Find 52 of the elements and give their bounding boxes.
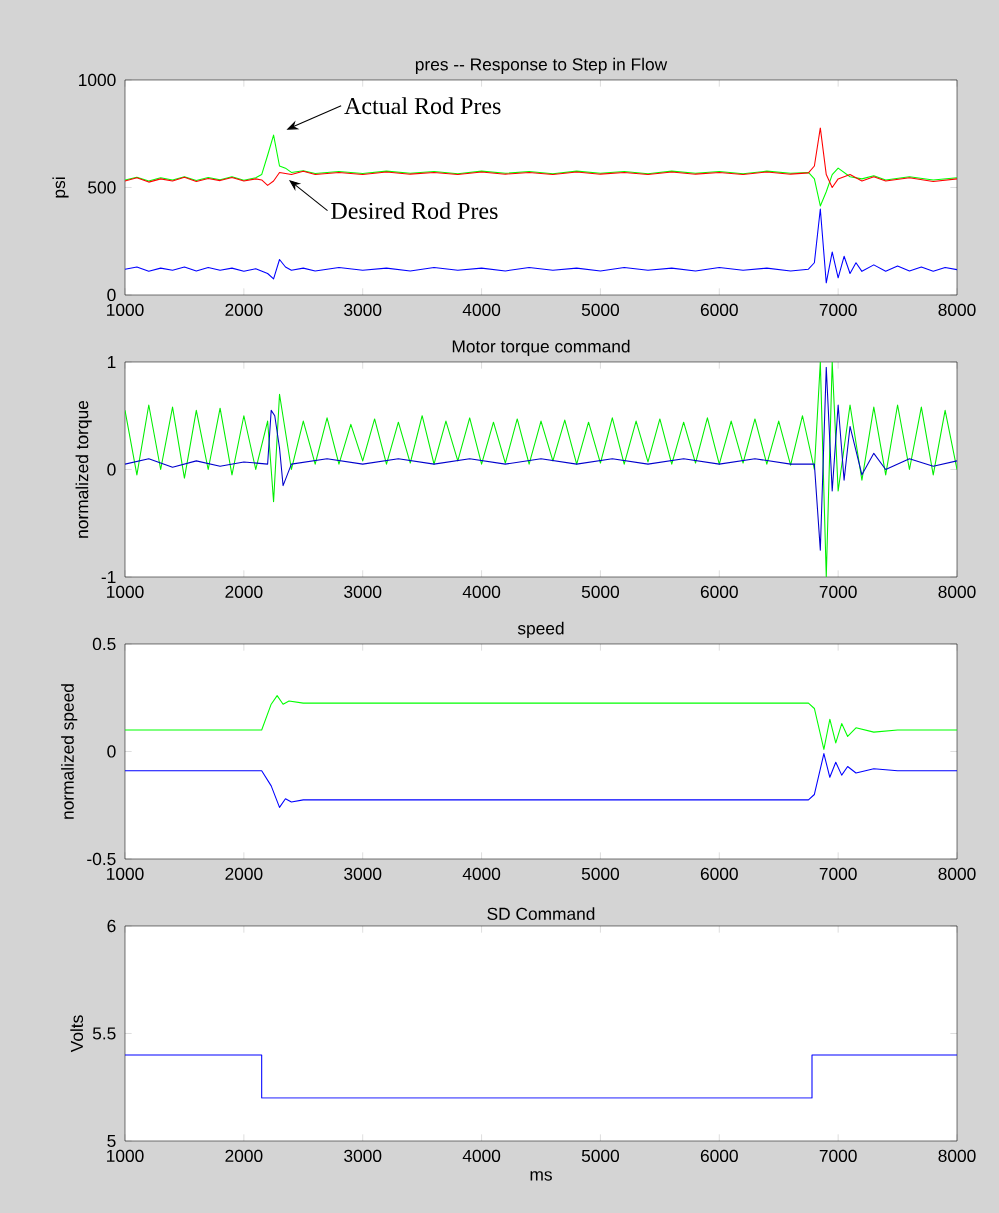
- y-tick-label: 500: [88, 181, 116, 194]
- y-axis-title: psi: [52, 177, 69, 198]
- y-tick-label: 0: [107, 745, 116, 758]
- x-tick-label: 4000: [462, 1149, 501, 1162]
- x-tick-label: 7000: [819, 1149, 857, 1162]
- y-tick-label: 1000: [79, 73, 116, 87]
- chart-title: pres -- Response to Step in Flow: [415, 57, 668, 74]
- x-tick-label: 8000: [938, 303, 976, 316]
- y-tick-label: 0: [107, 288, 116, 302]
- x-tick-label: 4000: [462, 303, 501, 316]
- x-tick-label: 5000: [581, 585, 620, 598]
- y-tick-label: 0.5: [92, 637, 116, 651]
- x-tick-label: 3000: [344, 585, 382, 598]
- y-axis-title: normalized torque: [75, 400, 92, 538]
- x-tick-label: 3000: [344, 867, 382, 880]
- chart-title: speed: [517, 621, 564, 638]
- y-tick-label: 0: [107, 463, 116, 476]
- x-tick-label: 5000: [581, 1149, 620, 1162]
- line-series: [125, 127, 957, 189]
- annotation: Desired Rod Pres: [331, 202, 498, 220]
- x-tick-label: 5000: [581, 303, 620, 316]
- y-tick-label: 5.5: [92, 1027, 116, 1040]
- x-tick-label: 4000: [462, 585, 501, 598]
- x-tick-label: 2000: [225, 303, 263, 316]
- x-tick-label: 7000: [819, 867, 857, 880]
- x-tick-label: 3000: [344, 303, 382, 316]
- y-tick-label: 5: [107, 1134, 116, 1148]
- x-tick-label: 7000: [819, 585, 857, 598]
- y-axis-title: normalized speed: [61, 684, 78, 819]
- x-tick-label: 6000: [700, 1149, 738, 1162]
- x-tick-label: 2000: [225, 867, 263, 880]
- y-tick-label: -0.5: [87, 852, 116, 866]
- x-tick-label: 8000: [938, 1149, 976, 1162]
- x-tick-label: 6000: [700, 303, 738, 316]
- x-tick-label: 2000: [225, 585, 263, 598]
- x-tick-label: 8000: [938, 867, 976, 880]
- x-tick-label: 2000: [225, 1149, 263, 1162]
- y-tick-label: 6: [107, 919, 116, 933]
- x-tick-label: 7000: [819, 303, 857, 316]
- y-tick-label: -1: [101, 571, 116, 583]
- x-tick-label: 5000: [581, 867, 620, 880]
- x-axis-title: ms: [530, 1171, 552, 1181]
- x-tick-label: 3000: [344, 1149, 382, 1162]
- chart-title: SD Command: [487, 907, 595, 920]
- y-axis-title: Volts: [70, 1015, 84, 1053]
- x-tick-label: 4000: [462, 867, 501, 880]
- annotation: Actual Rod Pres: [344, 97, 501, 115]
- x-tick-label: 8000: [938, 585, 976, 598]
- x-tick-label: 6000: [700, 585, 738, 598]
- y-tick-label: 1: [107, 356, 116, 368]
- x-tick-label: 6000: [700, 867, 738, 880]
- chart-title: Motor torque command: [452, 339, 630, 356]
